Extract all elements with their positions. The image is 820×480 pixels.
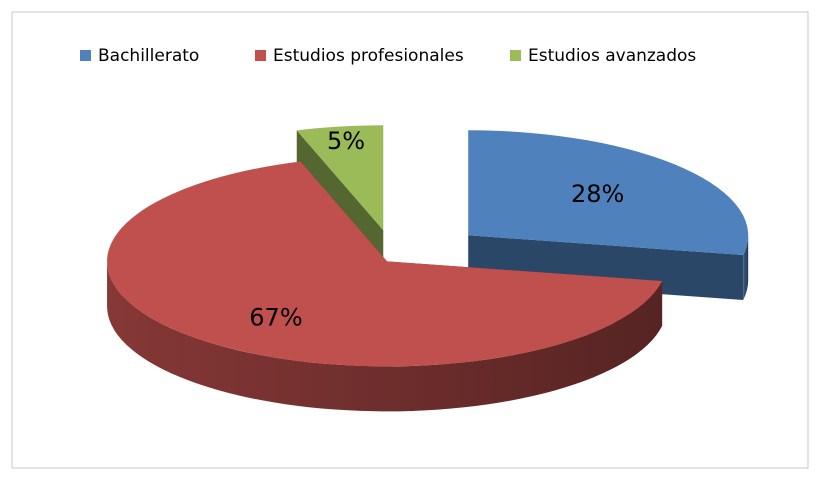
legend-text: Estudios avanzados <box>528 46 696 66</box>
pie-slice <box>296 125 384 231</box>
legend-text: Bachillerato <box>98 46 199 66</box>
value-label: 67% <box>249 304 302 332</box>
value-label: 28% <box>571 180 624 208</box>
legend-swatch <box>510 50 521 61</box>
slice-side <box>743 235 749 300</box>
pie-slice <box>107 161 663 367</box>
legend-swatch <box>255 50 266 61</box>
legend-swatch <box>80 50 91 61</box>
slice-side <box>107 261 663 412</box>
pie-slice <box>468 130 749 255</box>
legend-text: Estudios profesionales <box>273 46 464 66</box>
value-label: 5% <box>327 127 365 155</box>
